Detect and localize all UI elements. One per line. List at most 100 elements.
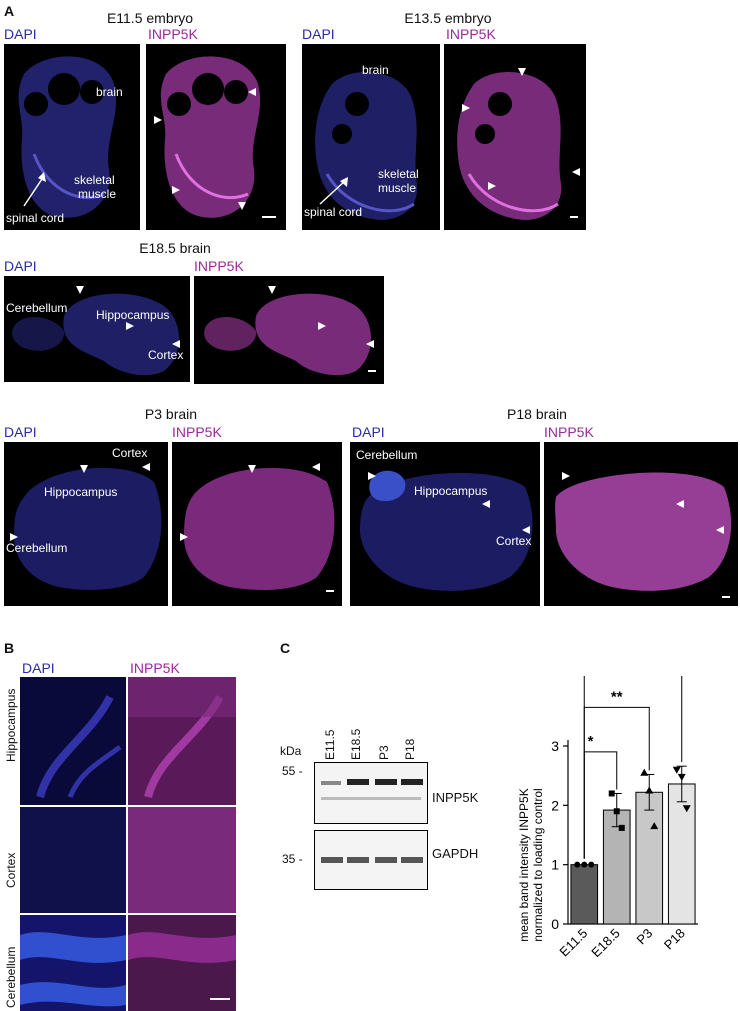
chart-data-point	[677, 773, 686, 781]
p18-arrowhead-icon	[482, 500, 490, 508]
chart-y-tick-label: 2	[551, 797, 559, 813]
chart-data-point	[618, 824, 625, 831]
p18-cerebellum-label: Cerebellum	[356, 448, 418, 462]
e135-arrowhead-icon	[488, 182, 496, 190]
blot-kda-label: kDa	[280, 744, 302, 758]
chart-data-point	[613, 808, 620, 815]
e185-arrowhead-icon	[318, 322, 326, 330]
e185-arrowhead-icon	[172, 340, 180, 348]
p18-inpp-label: INPP5K	[544, 424, 594, 440]
e185-dapi-image	[4, 276, 190, 382]
p18-inpp-image	[544, 442, 738, 606]
e135-spinal-arrow-icon	[319, 177, 348, 205]
p3-cortex-label: Cortex	[112, 446, 148, 460]
p3-inpp-image	[172, 442, 342, 606]
e135-inpp-image	[444, 44, 586, 230]
e135-arrowhead-icon	[572, 168, 580, 176]
p3-dapi-image	[4, 442, 168, 606]
p18-dapi-image	[350, 442, 540, 606]
p3-dapi-label: DAPI	[4, 424, 37, 440]
e135-skeletal-label: skeletal	[378, 167, 419, 181]
e185-title: E18.5 brain	[139, 240, 211, 256]
p18-dapi-label: DAPI	[352, 424, 385, 440]
e185-arrowhead-icon	[126, 322, 134, 330]
p3-arrowhead-icon	[248, 465, 256, 473]
chart-y-axis-label: mean band intensity INPP5K	[517, 788, 531, 941]
e115-skeletal-label: skeletal	[74, 173, 115, 187]
p18-hippocampus-label: Hippocampus	[414, 484, 488, 498]
p3-arrowhead-icon	[312, 463, 320, 471]
panel-letter-c: C	[280, 640, 291, 656]
e185-inpp-label: INPP5K	[194, 258, 244, 274]
chart-y-axis-label: normalized to loading control	[531, 788, 545, 941]
chart-data-point	[650, 822, 659, 830]
e185-cortex-label: Cortex	[148, 348, 184, 362]
blot-band-label-gapdh: GAPDH	[432, 846, 479, 861]
e115-muscle-label: muscle	[78, 187, 117, 201]
e135-dapi-image	[302, 44, 440, 230]
e135-title: E13.5 embryo	[404, 10, 492, 26]
e185-arrowhead-icon	[76, 286, 84, 294]
chart-y-tick-label: 0	[551, 916, 559, 932]
e115-arrowhead-icon	[248, 88, 256, 96]
chart-x-tick-label: P3	[634, 926, 656, 948]
e185-inpp-image	[194, 276, 384, 384]
e185-cerebellum-label: Cerebellum	[6, 301, 68, 315]
blot-lane-label: E11.5	[323, 729, 337, 760]
e185-hippocampus-label: Hippocampus	[96, 308, 170, 322]
e115-dapi-label: DAPI	[4, 26, 37, 42]
e135-dapi-label: DAPI	[302, 26, 335, 42]
chart-data-point	[581, 861, 588, 868]
p3-arrowhead-icon	[180, 533, 188, 541]
b-inpp-label: INPP5K	[130, 660, 180, 676]
e185-arrowhead-icon	[268, 286, 276, 294]
bar-chart: mean band intensity INPP5K normalized to…	[517, 676, 698, 961]
chart-y-tick-label: 1	[551, 857, 559, 873]
b-cerebellum-dapi-image	[20, 915, 126, 1011]
e185-dapi-label: DAPI	[4, 258, 37, 274]
chart-data-point	[682, 805, 691, 813]
chart-y-tick-label: 3	[551, 738, 559, 754]
e115-spinal-label: spinal cord	[6, 211, 65, 225]
p3-arrowhead-icon	[10, 533, 18, 541]
e115-inpp-label: INPP5K	[148, 26, 198, 42]
p3-hippocampus-label: Hippocampus	[44, 485, 118, 499]
b-cerebellum-inpp-image	[128, 915, 236, 1011]
e135-inpp-label: INPP5K	[446, 26, 496, 42]
e135-arrowhead-icon	[518, 68, 526, 76]
chart-significance-label: *	[588, 733, 594, 750]
blot-lane-label: P18	[403, 738, 417, 760]
chart-bar	[570, 864, 599, 925]
p3-scale-bar	[326, 590, 334, 592]
p18-title: P18 brain	[507, 406, 567, 422]
p3-cerebellum-label: Cerebellum	[6, 541, 68, 555]
p18-cortex-label: Cortex	[496, 534, 532, 548]
chart-x-tick-label: E18.5	[588, 926, 623, 961]
e135-scale-bar	[570, 216, 578, 218]
e135-muscle-label: muscle	[378, 181, 417, 195]
p18-arrowhead-icon	[562, 472, 570, 480]
chart-data-point	[588, 861, 595, 868]
b-cortex-inpp-image	[128, 807, 236, 913]
blot-band-label-inpp5k: INPP5K	[432, 790, 479, 805]
b-row-label-cortex: Cortex	[4, 852, 18, 888]
chart-x-tick-label: P18	[661, 926, 688, 953]
chart-data-point	[608, 790, 615, 797]
p18-arrowhead-icon	[368, 472, 376, 480]
panel-letter-b: B	[4, 640, 15, 656]
e115-arrowhead-icon	[154, 116, 162, 124]
e115-inpp-image	[146, 44, 286, 230]
b-row-label-hippocampus: Hippocampus	[4, 688, 18, 762]
chart-data-point	[640, 768, 649, 776]
e115-brain-label: brain	[96, 85, 123, 99]
e115-arrowhead-icon	[238, 202, 246, 210]
blot-gapdh-panel	[314, 830, 428, 890]
chart-data-point	[574, 861, 581, 868]
e135-spinal-label: spinal cord	[304, 205, 363, 219]
b-scale-bar	[210, 998, 230, 1000]
blot-marker-35: 35 -	[282, 852, 303, 866]
blot-lane-label: P3	[377, 745, 391, 760]
blot-inpp5k-panel	[314, 762, 428, 824]
chart-bar	[667, 783, 696, 925]
chart-data-point	[645, 786, 654, 794]
